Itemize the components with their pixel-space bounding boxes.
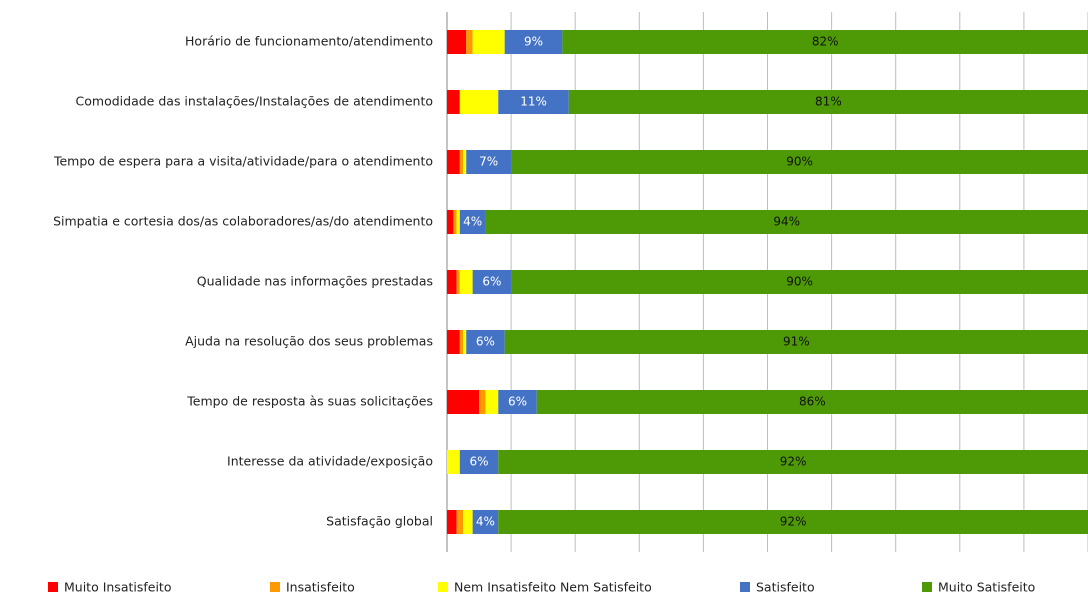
data-label: 11% [520,95,547,109]
bar-segment [485,390,499,414]
legend-swatch [48,582,58,592]
bar-segment [447,330,460,354]
bar-segment [456,270,460,294]
bar-segment [485,210,1088,234]
bar-segment [447,90,460,114]
data-label: 7% [479,155,498,169]
bar-segment [504,330,1088,354]
bar-segment [498,90,569,114]
bar-segment [536,390,1088,414]
y-tick-label: Tempo de espera para a visita/atividade/… [53,154,433,169]
bar-segment [447,450,460,474]
bar-segment [453,210,457,234]
bar-segment [463,330,467,354]
data-label: 94% [773,215,800,229]
y-tick-label: Simpatia e cortesia dos/as colaboradores… [53,214,433,229]
legend-swatch [270,582,280,592]
data-label: 6% [470,455,489,469]
bar-segment [463,510,473,534]
y-tick-label: Horário de funcionamento/atendimento [185,34,433,49]
bar-segment [447,30,467,54]
bar-segment [459,90,499,114]
y-tick-label: Qualidade nas informações prestadas [197,274,433,289]
data-label: 90% [786,275,813,289]
legend-swatch [740,582,750,592]
bar-segment [472,30,505,54]
data-label: 91% [783,335,810,349]
bar-segment [472,510,499,534]
bar-segment [498,450,1088,474]
data-label: 86% [799,395,826,409]
y-tick-label: Comodidade das instalações/Instalações d… [76,94,433,109]
bar-segment [447,210,454,234]
bar-segment [511,150,1088,174]
bar-segment [459,270,473,294]
data-label: 81% [815,95,842,109]
data-label: 4% [476,515,495,529]
bar-segment [456,510,464,534]
bar-segment [447,510,457,534]
bar-segment [456,210,460,234]
bar-segment [459,330,464,354]
data-label: 9% [524,35,543,49]
data-label: 6% [508,395,527,409]
data-label: 4% [463,215,482,229]
data-label: 6% [476,335,495,349]
bar-segment [479,390,486,414]
bar-segment [504,30,563,54]
y-tick-label: Interesse da atividade/exposição [227,454,433,469]
legend-label: Satisfeito [756,580,815,594]
data-label: 82% [812,35,839,49]
bar-segment [459,450,499,474]
data-label: 92% [780,455,807,469]
bar-segment [466,30,473,54]
data-label: 90% [786,155,813,169]
bar-segment [568,90,1088,114]
legend-swatch [922,582,932,592]
bar-segment [463,150,467,174]
legend-label: Muito Satisfeito [938,580,1035,594]
bar-segment [466,150,512,174]
legend-swatch [438,582,448,592]
legend-label: Nem Insatisfeito Nem Satisfeito [454,580,652,594]
data-label: 92% [780,515,807,529]
bar-segment [498,510,1088,534]
bar-segment [466,330,505,354]
bar-segment [447,270,457,294]
legend-label: Muito Insatisfeito [64,580,171,594]
legend-label: Insatisfeito [286,580,355,594]
bar-segment [459,150,464,174]
bar-segment [562,30,1088,54]
bar-segment [472,270,512,294]
bar-segment [459,210,486,234]
y-tick-label: Satisfação global [326,514,433,529]
bar-segment [498,390,537,414]
data-label: 6% [482,275,501,289]
y-tick-label: Ajuda na resolução dos seus problemas [185,334,433,349]
y-tick-label: Tempo de resposta às suas solicitações [186,394,433,409]
bar-segment [511,270,1088,294]
bar-segment [447,390,480,414]
bar-segment [447,150,460,174]
